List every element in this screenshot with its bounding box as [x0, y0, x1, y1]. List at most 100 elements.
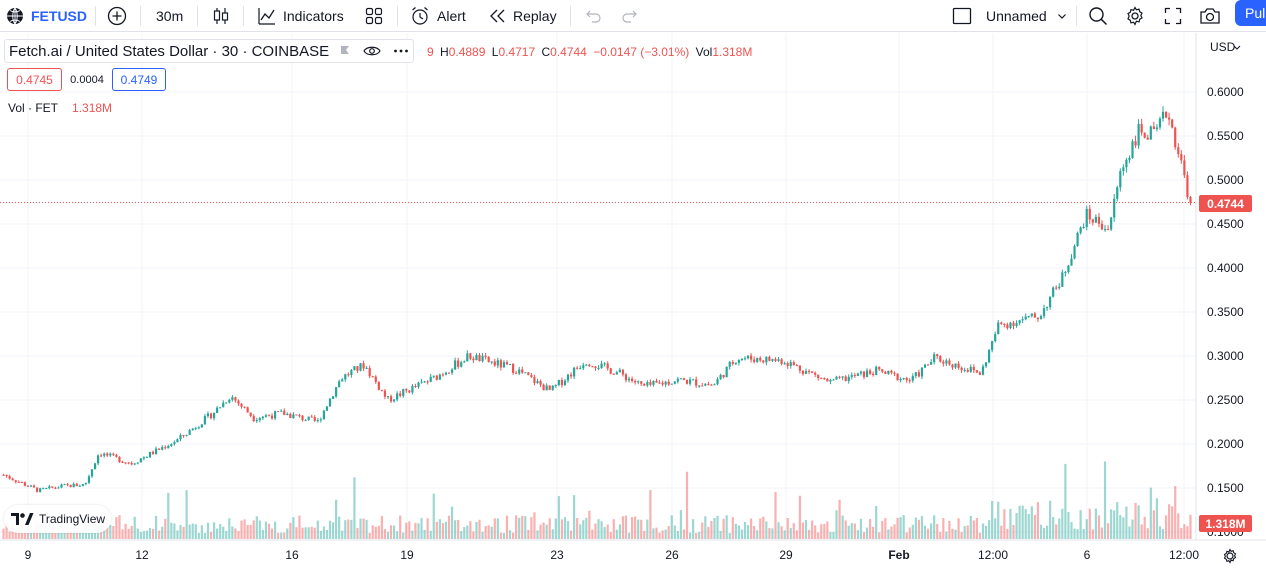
candle-body — [582, 365, 585, 369]
settings-button[interactable] — [1125, 0, 1145, 32]
candle-body — [679, 378, 683, 380]
candle-body — [597, 368, 600, 370]
volume-bar — [789, 528, 792, 539]
candle-body — [1113, 198, 1116, 218]
candle-body — [1027, 315, 1030, 317]
volume-bar — [563, 517, 567, 539]
volume-bar — [908, 527, 911, 539]
candle-body — [396, 393, 399, 400]
undo-button[interactable] — [584, 0, 602, 32]
candle-body — [1131, 141, 1134, 158]
volume-bar — [414, 522, 417, 539]
candle-body — [148, 451, 152, 458]
volume-bar — [1036, 502, 1040, 539]
volume-bar — [289, 522, 292, 539]
candle-body — [185, 434, 188, 436]
currency-label[interactable]: USD — [1210, 40, 1236, 54]
more-icon[interactable] — [393, 48, 409, 54]
alert-button[interactable]: Alert — [410, 0, 466, 32]
candle-body — [1189, 197, 1192, 203]
volume-bar — [228, 518, 231, 539]
symbol-search-button[interactable]: FETUSD — [6, 0, 87, 32]
candle-body — [42, 488, 45, 490]
flag-icon[interactable] — [339, 45, 351, 57]
volume-bar — [978, 532, 982, 539]
volume-bar — [740, 529, 744, 539]
candle-body — [264, 415, 268, 417]
volume-legend[interactable]: Vol · FET 1.318M — [8, 101, 112, 115]
volume-bar — [359, 518, 362, 539]
search-button[interactable] — [1088, 0, 1108, 32]
volume-bar — [643, 530, 646, 539]
tradingview-logo[interactable]: TradingView — [4, 505, 112, 533]
screenshot-button[interactable] — [1199, 0, 1221, 32]
compare-symbol-button[interactable] — [107, 0, 127, 32]
volume-bar — [905, 532, 908, 539]
candle-body — [576, 367, 579, 369]
time-axis[interactable]: 9 12 16 19 23 26 29 Feb 12:00 6 12:00 — [25, 548, 1200, 562]
candle-body — [1137, 123, 1140, 146]
time-axis-settings-icon[interactable] — [1223, 548, 1237, 564]
volume-bar — [554, 518, 557, 539]
redo-button[interactable] — [621, 0, 639, 32]
candle-body — [29, 485, 33, 487]
layout-select-button[interactable]: Unnamed — [952, 0, 1067, 32]
volume-bar — [1009, 508, 1012, 539]
candle-body — [655, 380, 658, 383]
candle-body — [331, 396, 335, 399]
candle-body — [200, 424, 203, 428]
volume-bar — [463, 527, 466, 539]
candle-body — [450, 369, 454, 373]
volume-bar — [322, 526, 326, 539]
fullscreen-button[interactable] — [1164, 0, 1182, 32]
price-chart[interactable]: 0.6000 0.5500 0.5000 0.4500 0.4000 0.3500 0.30… — [0, 33, 1266, 580]
volume-bar — [1073, 528, 1076, 539]
volume-bar — [286, 528, 289, 539]
candle-body — [606, 363, 609, 369]
candle-body — [26, 485, 30, 487]
candle-body — [1103, 229, 1107, 231]
candle-body — [777, 359, 780, 361]
candle-body — [838, 376, 841, 378]
indicators-button[interactable]: Indicators — [257, 0, 344, 32]
replay-button[interactable]: Replay — [489, 0, 557, 32]
volume-bar — [1100, 527, 1104, 539]
volume-bar — [432, 493, 435, 539]
layouts-button[interactable] — [365, 0, 383, 32]
candle-body — [444, 372, 448, 375]
candle-body — [789, 362, 792, 366]
candle-body — [209, 413, 213, 419]
candle-body — [161, 447, 164, 450]
candle-body — [783, 363, 786, 365]
candle-body — [930, 362, 933, 365]
volume-bar — [569, 530, 573, 539]
candle-body — [844, 376, 847, 382]
candle-body — [469, 353, 472, 359]
candle-body — [292, 414, 295, 419]
volume-bar — [545, 524, 548, 539]
volume-bar — [1097, 515, 1101, 539]
volume-bar — [722, 518, 725, 539]
candle-body — [765, 356, 768, 363]
volume-bar — [1131, 519, 1134, 539]
candle-body — [255, 420, 258, 422]
candle-body — [637, 381, 640, 383]
price-axis[interactable]: 0.6000 0.5500 0.5000 0.4500 0.4000 0.3500 0.30… — [1207, 85, 1244, 539]
sell-price-button[interactable]: 0.4745 — [7, 68, 62, 91]
chart-type-button[interactable] — [211, 0, 231, 32]
volume-bar — [1061, 508, 1064, 539]
volume-bar — [1180, 528, 1183, 539]
volume-bar — [408, 521, 411, 539]
volume-bar — [621, 516, 625, 539]
candle-body — [527, 372, 530, 376]
candle-body — [277, 411, 280, 413]
interval-button[interactable]: 30m — [156, 8, 184, 24]
candle-body — [624, 374, 628, 381]
buy-price-button[interactable]: 0.4749 — [112, 68, 166, 91]
publish-button[interactable]: Pul — [1235, 0, 1266, 26]
volume-bar — [469, 521, 472, 539]
symbol-legend[interactable]: Fetch.ai / United States Dollar · 30 · C… — [4, 39, 415, 63]
candle-body — [591, 366, 594, 368]
eye-icon[interactable] — [363, 45, 381, 57]
candle-body — [774, 359, 777, 361]
